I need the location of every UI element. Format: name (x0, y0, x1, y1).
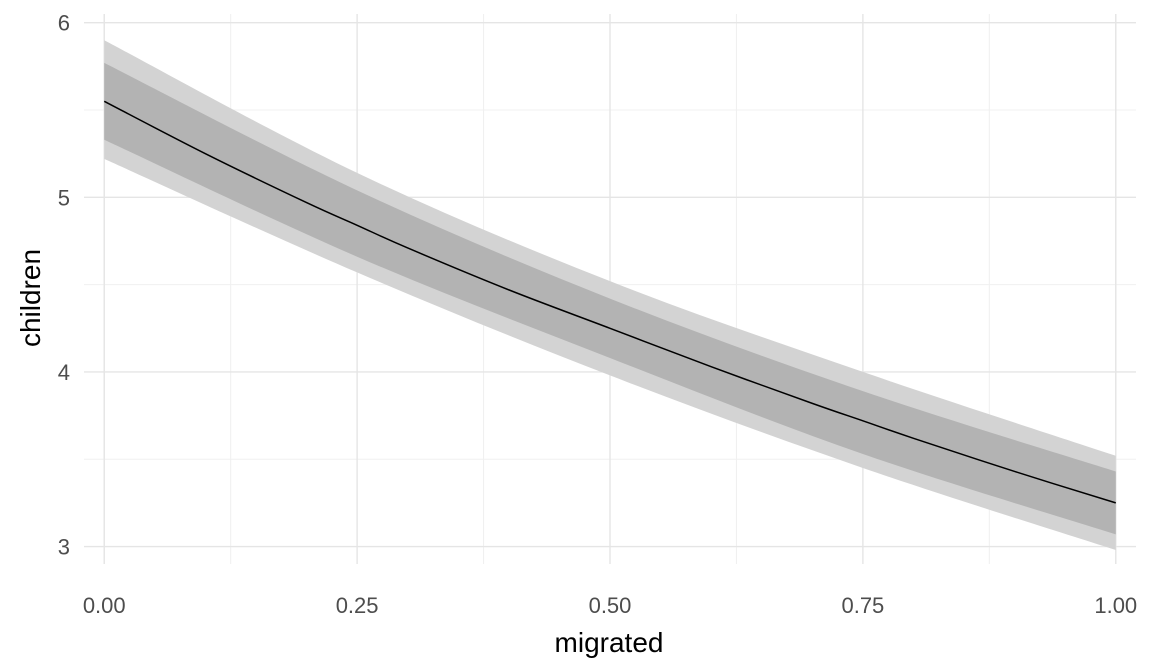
x-tick-label: 0.75 (841, 593, 884, 618)
estimate-line-group (103, 100, 1116, 504)
y-tick-label: 6 (58, 11, 70, 36)
y-tick-label: 4 (58, 360, 70, 385)
x-tick-label: 0.50 (589, 593, 632, 618)
y-axis-title: children (15, 249, 46, 347)
y-axis-tick-labels: 3 4 5 6 (58, 11, 70, 560)
confidence-bands (104, 40, 1116, 551)
x-axis-tick-labels: 0.00 0.25 0.50 0.75 1.00 (83, 593, 1137, 618)
y-tick-label: 3 (58, 535, 70, 560)
x-axis-title: migrated (555, 627, 664, 658)
y-tick-label: 5 (58, 185, 70, 210)
x-tick-label: 0.00 (83, 593, 126, 618)
x-tick-label: 0.25 (336, 593, 379, 618)
x-tick-label: 1.00 (1094, 593, 1137, 618)
inner-interval-band (104, 62, 1116, 535)
estimate-line (103, 100, 1116, 504)
